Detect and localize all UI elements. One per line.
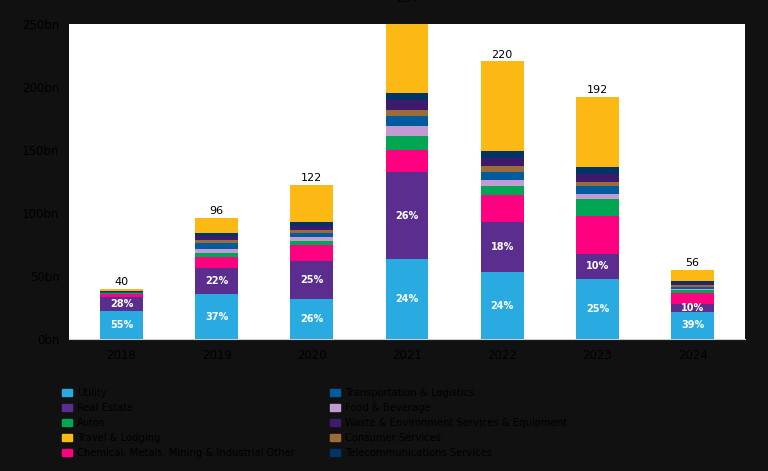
Bar	[195, 233, 238, 236]
Text: 25%: 25%	[300, 275, 323, 285]
Bar	[481, 272, 524, 339]
Bar	[576, 174, 619, 182]
Bar	[576, 216, 619, 254]
Text: 18%: 18%	[491, 243, 514, 252]
Bar	[671, 289, 714, 290]
Bar	[290, 299, 333, 339]
Bar	[290, 233, 333, 237]
Bar	[386, 126, 429, 137]
Bar	[671, 270, 714, 281]
Text: 25%: 25%	[586, 304, 609, 314]
Bar	[481, 61, 524, 151]
Text: 10%: 10%	[681, 303, 704, 313]
Bar	[386, 150, 429, 172]
Bar	[481, 222, 524, 272]
Bar	[195, 244, 238, 250]
Bar	[290, 241, 333, 245]
Bar	[290, 185, 333, 222]
Text: 28%: 28%	[110, 299, 133, 309]
Bar	[100, 289, 143, 291]
Text: 96: 96	[210, 206, 223, 216]
Bar	[671, 285, 714, 287]
Text: 192: 192	[587, 85, 608, 95]
Bar	[576, 199, 619, 216]
Bar	[576, 182, 619, 187]
Bar	[100, 292, 143, 293]
Bar	[386, 172, 429, 259]
Bar	[100, 293, 143, 294]
Bar	[290, 237, 333, 241]
Bar	[386, 116, 429, 126]
Bar	[671, 281, 714, 283]
Bar	[671, 287, 714, 289]
Bar	[195, 218, 238, 233]
Bar	[290, 226, 333, 230]
Bar	[100, 311, 143, 339]
Bar	[576, 97, 619, 167]
Text: 22%: 22%	[205, 276, 228, 286]
Text: 39%: 39%	[681, 320, 704, 330]
Bar	[481, 172, 524, 180]
Text: 220: 220	[492, 49, 513, 59]
Text: 26%: 26%	[300, 314, 323, 324]
Bar	[481, 180, 524, 186]
Bar	[386, 137, 429, 150]
Bar	[481, 151, 524, 158]
Bar	[195, 240, 238, 244]
Bar	[195, 253, 238, 257]
Bar	[481, 158, 524, 166]
Bar	[195, 250, 238, 253]
Bar	[576, 194, 619, 199]
Text: 24%: 24%	[396, 294, 419, 304]
Bar	[481, 195, 524, 222]
Bar	[481, 166, 524, 172]
Text: 24%: 24%	[491, 301, 514, 311]
Text: 55%: 55%	[110, 320, 133, 330]
Text: 56: 56	[686, 258, 700, 268]
Bar	[386, 93, 429, 100]
Bar	[576, 254, 619, 278]
Bar	[671, 283, 714, 285]
Bar	[671, 311, 714, 339]
Bar	[290, 260, 333, 299]
Bar	[576, 187, 619, 194]
Text: 40: 40	[114, 277, 128, 287]
Bar	[386, 100, 429, 110]
Bar	[100, 291, 143, 292]
Bar	[386, 110, 429, 116]
Bar	[195, 236, 238, 240]
Bar	[100, 297, 143, 311]
Bar	[290, 222, 333, 226]
Bar	[671, 290, 714, 293]
Text: 10%: 10%	[586, 261, 609, 271]
Bar	[195, 268, 238, 294]
Bar	[100, 294, 143, 297]
Text: 264: 264	[396, 0, 418, 4]
Bar	[290, 245, 333, 260]
Bar	[386, 259, 429, 339]
Bar	[481, 186, 524, 195]
Bar	[576, 278, 619, 339]
Bar	[290, 230, 333, 233]
Text: 122: 122	[301, 173, 323, 183]
Text: 26%: 26%	[396, 211, 419, 221]
Bar	[671, 304, 714, 311]
Bar	[576, 167, 619, 174]
Bar	[195, 294, 238, 339]
Bar	[671, 293, 714, 304]
Bar	[195, 257, 238, 268]
Text: 37%: 37%	[205, 312, 228, 322]
Legend: Utility, Real Estate, Autos, Travel & Lodging, Chemical, Metals, Mining & Indust: Utility, Real Estate, Autos, Travel & Lo…	[59, 385, 570, 461]
Bar	[386, 6, 429, 93]
